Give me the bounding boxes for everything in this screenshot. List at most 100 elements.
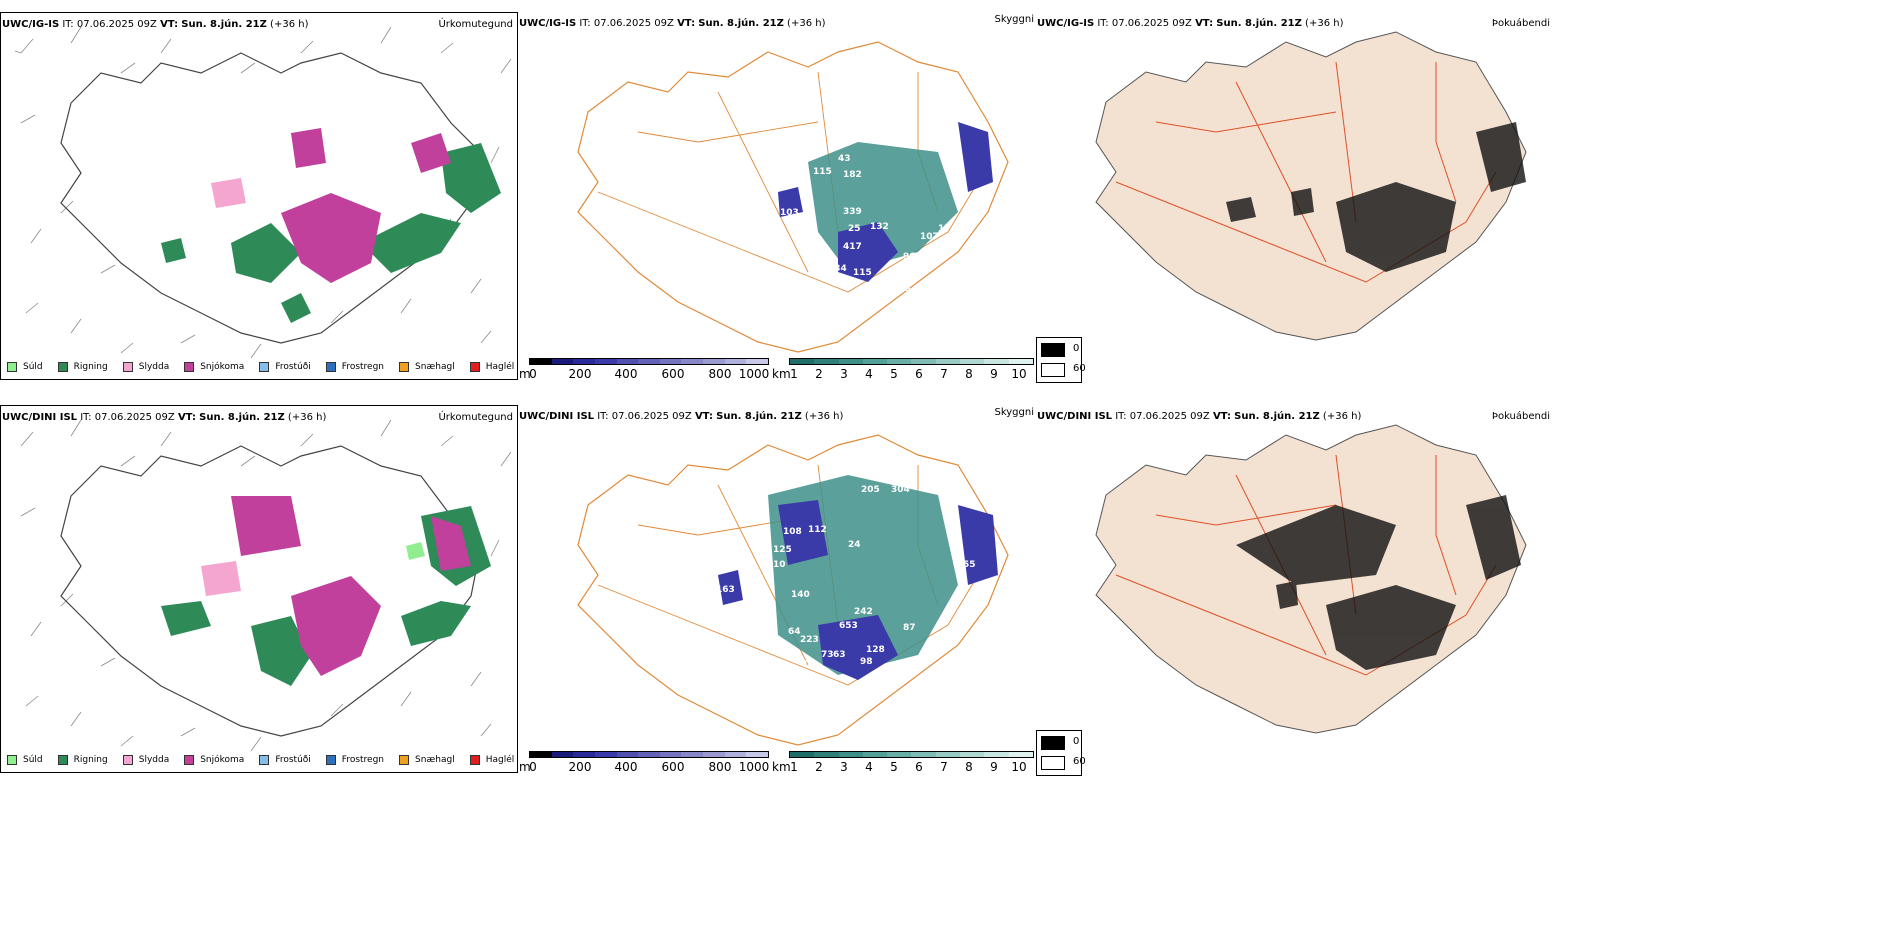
model-name: UWC/IG-IS — [2, 19, 60, 30]
colorbar-tick: 800 — [708, 760, 732, 773]
legend-label: Frostregn — [341, 755, 385, 765]
visibility-map-canvas — [577, 41, 1009, 353]
colorbar-tick: 4 — [865, 367, 873, 380]
legend-item: Rigning — [54, 362, 108, 372]
vt-value: Sun. 8.jún. 21Z — [199, 412, 285, 423]
visibility-value: 223 — [800, 635, 819, 645]
visibility-value: 417 — [843, 242, 862, 252]
it-label: IT: — [579, 18, 591, 29]
it-label: IT: — [1115, 411, 1127, 422]
visibility-value: 653 — [839, 621, 858, 631]
colorbar-tick: 4 — [865, 760, 873, 773]
legend-swatch — [1041, 363, 1065, 377]
colorbar-tick: 1000 — [738, 760, 770, 773]
legend-swatch — [325, 755, 336, 765]
colorbar-tick: 0 — [529, 760, 537, 773]
map-header: UWC/DINI ISL IT: 07.06.2025 09Z VT: Sun.… — [519, 411, 843, 423]
snow-areas — [231, 496, 471, 676]
model-name: UWC/DINI ISL — [2, 412, 78, 423]
colorbar-unit: m — [519, 760, 531, 773]
visibility-map-canvas — [577, 434, 1009, 746]
visibility-value: 115 — [813, 167, 832, 177]
visibility-value: 92 — [668, 94, 681, 104]
iceland-outline — [1095, 31, 1527, 341]
legend-item: Slydda — [119, 362, 169, 372]
visibility-value: 6 — [973, 192, 980, 202]
legend-item: Frostregn — [322, 755, 384, 765]
colorbar-tick: 5 — [890, 760, 898, 773]
fog-map-canvas — [1095, 31, 1527, 341]
visibility-value: 43 — [838, 154, 851, 164]
legend-item: Slydda — [119, 755, 169, 765]
visibility-value: 304 — [891, 485, 910, 495]
map-header: UWC/IG-IS IT: 07.06.2025 09Z VT: Sun. 8.… — [2, 19, 308, 31]
visibility-value: 134 — [828, 264, 847, 274]
colorbar-tick: 200 — [568, 760, 592, 773]
precip-map-canvas — [20, 419, 512, 752]
vt-value: Sun. 8.jún. 21Z — [1234, 411, 1320, 422]
legend-item: Snæhagl — [395, 755, 455, 765]
fog-legend-row1: 0 60 — [1036, 337, 1086, 383]
visibility-value: 42 — [928, 92, 941, 102]
iceland-outline — [60, 52, 482, 344]
legend-item: Haglél — [466, 362, 514, 372]
visibility-value: 96 — [903, 252, 916, 262]
very-low-visibility-areas — [718, 500, 998, 680]
panel-title-fog-indicator: Þokuábendi — [1491, 18, 1550, 29]
road-network — [1115, 61, 1497, 283]
fog-map-canvas — [1095, 424, 1527, 734]
legend-label: Snæhagl — [415, 755, 455, 765]
sleet-areas — [211, 178, 246, 208]
legend-swatch — [184, 755, 195, 765]
lead-time: (+36 h) — [804, 411, 844, 422]
legend-swatch — [399, 362, 410, 372]
colorbar-tick: 200 — [568, 367, 592, 380]
precip-legend: Súld Rigning Slydda Snjókoma Frostúði Fr… — [3, 357, 517, 377]
legend-item: Súld — [3, 755, 43, 765]
vt-value: Sun. 8.jún. 21Z — [716, 411, 802, 422]
visibility-value: 102 — [918, 480, 937, 490]
colorbar-tick: 1 — [790, 367, 798, 380]
map-header: UWC/DINI ISL IT: 07.06.2025 09Z VT: Sun.… — [1037, 411, 1361, 423]
visibility-value: 98 — [860, 657, 873, 667]
visibility-colorbar-km: km 1 2 3 4 5 6 7 8 9 10 — [772, 751, 1036, 773]
visibility-value: 24 — [848, 540, 861, 550]
panel-title-precip-type: Úrkomutegund — [438, 412, 513, 423]
legend-swatch — [325, 362, 336, 372]
precip-legend: Súld Rigning Slydda Snjókoma Frostúði Fr… — [3, 750, 517, 770]
vt-value: Sun. 8.jún. 21Z — [1216, 18, 1302, 29]
legend-item: Frostúði — [255, 755, 311, 765]
colorbar-tick: 3 — [840, 367, 848, 380]
lead-time: (+36 h) — [787, 18, 826, 29]
sleet-areas — [201, 561, 241, 596]
colorbar-tick: 1 — [790, 760, 798, 773]
legend-label: Slydda — [138, 755, 170, 765]
model-name: UWC/DINI ISL — [1037, 411, 1113, 422]
colorbar-tick: 800 — [708, 367, 732, 380]
legend-item: Snjókoma — [180, 755, 244, 765]
colorbar-tick: 600 — [661, 367, 685, 380]
colorbar-tick: 6 — [915, 367, 923, 380]
visibility-value: 827 — [873, 473, 892, 483]
colorbar-tick: 2 — [815, 760, 823, 773]
colorbar-tick: 9 — [990, 760, 998, 773]
wind-barbs — [14, 26, 512, 359]
legend-label: 0 — [1073, 343, 1080, 354]
legend-label: Rigning — [73, 755, 108, 765]
visibility-value: 107 — [920, 232, 939, 242]
it-label: IT: — [597, 411, 609, 422]
legend-swatch — [469, 362, 480, 372]
vt-label: VT: — [694, 411, 713, 422]
vt-label: VT: — [177, 412, 196, 423]
visibility-value: 112 — [808, 525, 827, 535]
visibility-value: 05 — [618, 122, 631, 132]
model-name: UWC/IG-IS — [519, 18, 577, 29]
legend-label: Frostúði — [275, 755, 311, 765]
legend-item: Snæhagl — [395, 362, 455, 372]
fog-indicator-map-row2: UWC/DINI ISL IT: 07.06.2025 09Z VT: Sun.… — [1036, 405, 1554, 735]
legend-label: Snjókoma — [200, 362, 245, 372]
panel-title-visibility: Skyggni — [994, 407, 1034, 418]
visibility-colorbar-km: km 1 2 3 4 5 6 7 8 9 10 — [772, 358, 1036, 380]
legend-label: Súld — [23, 755, 43, 765]
visibility-value: 87 — [903, 623, 916, 633]
